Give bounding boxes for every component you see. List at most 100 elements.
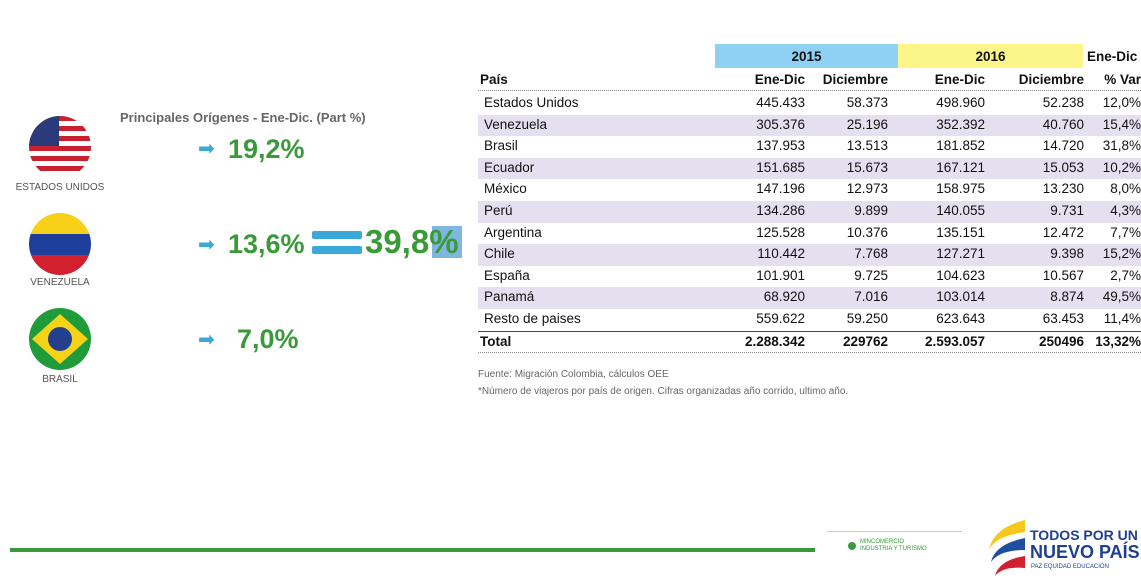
table-cell: 140.055 bbox=[936, 203, 985, 218]
brand-line: TODOS POR UN bbox=[1030, 527, 1138, 543]
row-band bbox=[478, 244, 1141, 266]
row-band bbox=[478, 201, 1141, 223]
table-cell: 9.899 bbox=[854, 203, 888, 218]
total-cell: 229762 bbox=[842, 333, 888, 349]
row-band bbox=[478, 157, 1141, 180]
arrow-icon: ➡ bbox=[198, 234, 215, 256]
total-cell: 2.288.342 bbox=[744, 333, 805, 349]
table-cell: 15.053 bbox=[1042, 159, 1084, 175]
total-cell: Total bbox=[480, 333, 512, 349]
column-header: Ene-Dic bbox=[934, 72, 985, 87]
table-cell: Panamá bbox=[484, 289, 535, 305]
table-cell: 125.528 bbox=[756, 224, 805, 240]
arrow-icon: ➡ bbox=[198, 329, 215, 351]
table-cell: 59.250 bbox=[846, 311, 888, 326]
highlight bbox=[432, 226, 462, 258]
table-cell: 110.442 bbox=[757, 246, 805, 262]
table-cell: 4,3% bbox=[1110, 203, 1141, 218]
group-label: Ene-Dic bbox=[1087, 49, 1138, 64]
table-cell: 7.016 bbox=[854, 289, 888, 305]
total-cell: 250496 bbox=[1038, 333, 1084, 349]
share: 7,0% bbox=[237, 324, 299, 354]
table-cell: 14.720 bbox=[1042, 138, 1084, 154]
arrow-icon: ➡ bbox=[198, 138, 215, 160]
table-cell: 11,4% bbox=[1103, 311, 1141, 326]
table-cell: 9.398 bbox=[1050, 246, 1084, 262]
brand-icon bbox=[989, 520, 1025, 576]
brand-line: NUEVO PAÍS bbox=[1030, 542, 1140, 562]
table-cell: Estados Unidos bbox=[484, 95, 579, 110]
table-cell: 137.953 bbox=[756, 138, 805, 154]
share: 13,6% bbox=[228, 229, 305, 259]
table-cell: 31,8% bbox=[1102, 138, 1141, 154]
row-band bbox=[478, 287, 1141, 309]
table-cell: 2,7% bbox=[1110, 267, 1141, 283]
table-cell: 15,2% bbox=[1102, 246, 1141, 262]
table-cell: 151.685 bbox=[756, 159, 805, 175]
table-cell: 68.920 bbox=[763, 289, 805, 305]
table-cell: 25.196 bbox=[846, 116, 888, 132]
table-cell: Ecuador bbox=[484, 159, 535, 175]
table-cell: 15,4% bbox=[1102, 116, 1141, 132]
brand-line: PAZ EQUIDAD EDUCACIÓN bbox=[1031, 564, 1109, 570]
group-header bbox=[898, 44, 1083, 68]
rule bbox=[478, 90, 1141, 91]
share: 19,2% bbox=[228, 134, 305, 164]
table-cell: 559.622 bbox=[756, 311, 805, 326]
table-cell: 52.238 bbox=[1042, 95, 1084, 110]
table-cell: Venezuela bbox=[484, 116, 548, 132]
country-label: BRASIL bbox=[42, 374, 78, 385]
total-cell: 13,32% bbox=[1095, 333, 1141, 349]
column-header: País bbox=[480, 72, 508, 87]
table-cell: 103.014 bbox=[936, 289, 985, 305]
table-cell: 9.731 bbox=[1050, 203, 1084, 218]
table-cell: 63.453 bbox=[1042, 311, 1084, 326]
logo-text: INDUSTRIA Y TURISMO bbox=[860, 546, 927, 552]
table-cell: México bbox=[484, 181, 527, 197]
column-header: % Var bbox=[1104, 72, 1141, 87]
table-cell: 147.196 bbox=[756, 181, 805, 197]
group-label: 2016 bbox=[975, 49, 1006, 64]
table-cell: 167.121 bbox=[936, 159, 985, 175]
table-cell: 13.513 bbox=[846, 138, 888, 154]
table-cell: 40.760 bbox=[1042, 116, 1084, 132]
table-cell: 104.623 bbox=[936, 267, 985, 283]
table-cell: 498.960 bbox=[936, 95, 985, 110]
logo-text: MINCOMERCIO bbox=[860, 539, 904, 545]
footer-line bbox=[10, 548, 815, 552]
column-header: Ene-Dic bbox=[754, 72, 805, 87]
table-cell: 10.376 bbox=[846, 224, 888, 240]
group-label: 2015 bbox=[791, 49, 822, 64]
table-cell: 8.874 bbox=[1050, 289, 1084, 305]
left-title: Principales Orígenes - Ene-Dic. (Part %) bbox=[120, 110, 366, 125]
ministry-logo: MINCOMERCIO INDUSTRIA Y TURISMO bbox=[860, 539, 927, 553]
table-cell: Perú bbox=[484, 203, 513, 218]
rule bbox=[478, 351, 1141, 353]
country-label: ESTADOS UNIDOS bbox=[15, 182, 105, 193]
table-cell: 158.975 bbox=[936, 181, 985, 197]
table-cell: 13.230 bbox=[1042, 181, 1084, 197]
table-cell: 49,5% bbox=[1102, 289, 1141, 305]
flags bbox=[29, 116, 462, 370]
flag-br bbox=[29, 308, 91, 370]
table: 2015 2016 Ene-Dic País Ene-Dic Diciembre Ene-D… bbox=[478, 44, 1141, 353]
table-cell: Argentina bbox=[484, 224, 542, 240]
table-cell: 10,2% bbox=[1102, 159, 1141, 175]
equals-bar bbox=[312, 246, 362, 254]
rule bbox=[478, 330, 1141, 332]
note: Fuente: Migración Colombia, cálculos OEE bbox=[478, 369, 669, 380]
table-cell: 58.373 bbox=[846, 95, 888, 110]
table-cell: 8,0% bbox=[1110, 181, 1141, 197]
note: *Número de viajeros por país de origen. … bbox=[478, 386, 849, 397]
table-cell: 181.852 bbox=[936, 138, 985, 154]
table-cell: 7.768 bbox=[854, 246, 888, 262]
table-cell: 12.973 bbox=[846, 181, 888, 197]
table-cell: 10.567 bbox=[1042, 267, 1084, 283]
row-band bbox=[478, 114, 1141, 137]
table-cell: 352.392 bbox=[936, 116, 985, 132]
table-cell: 101.901 bbox=[756, 267, 805, 283]
divider bbox=[827, 531, 962, 532]
group-header bbox=[715, 44, 898, 68]
column-header: Diciembre bbox=[822, 72, 888, 87]
